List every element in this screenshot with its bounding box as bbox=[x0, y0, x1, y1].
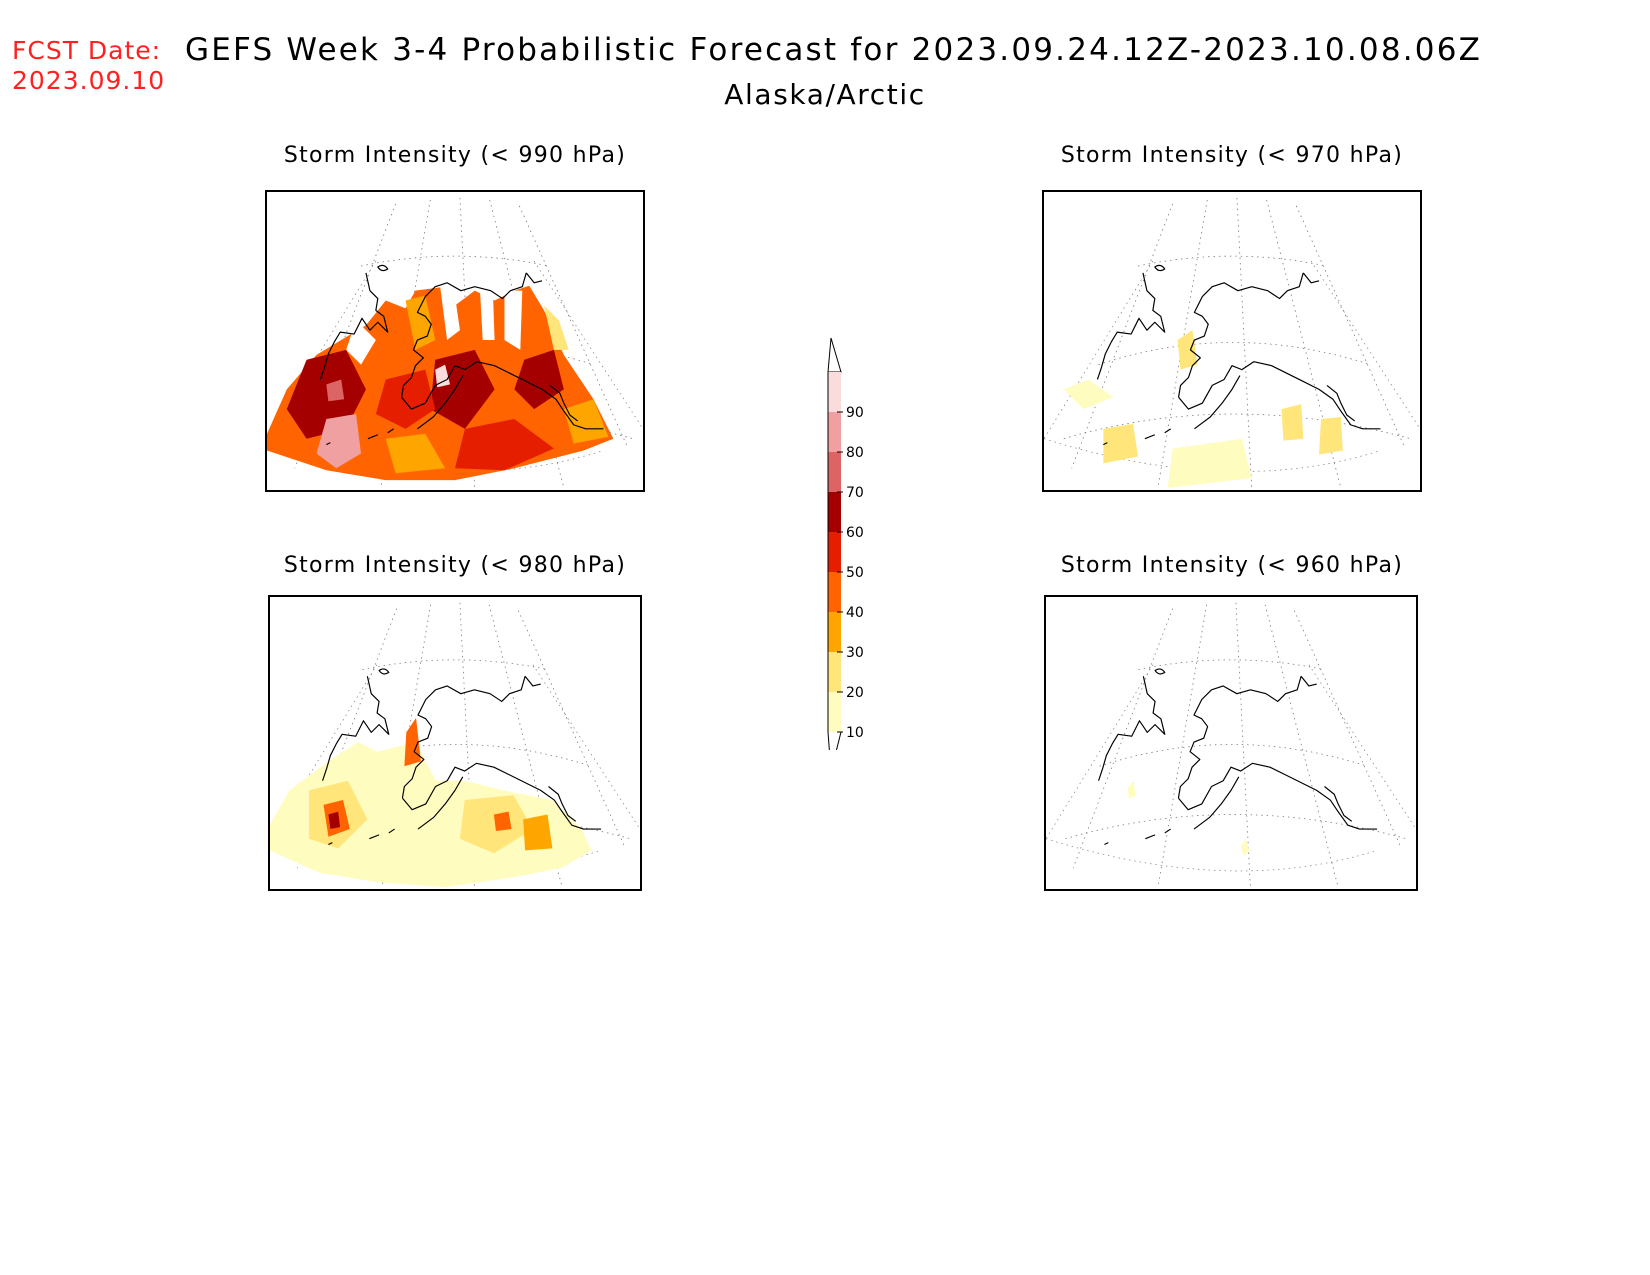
colorbar-tick-label: 40 bbox=[846, 605, 864, 621]
region-subtitle: Alaska/Arctic bbox=[724, 78, 926, 111]
main-title: GEFS Week 3-4 Probabilistic Forecast for… bbox=[185, 32, 1483, 68]
coastline bbox=[1098, 668, 1378, 846]
colorbar-top-cap bbox=[827, 337, 842, 373]
colorbar-tick-label: 60 bbox=[846, 525, 864, 541]
colorbar-segment-70 bbox=[828, 452, 841, 492]
probability-colorbar: 10 20 30 40 50 60 70 80 90 bbox=[820, 330, 900, 773]
panel-title-990: Storm Intensity (< 990 hPa) bbox=[283, 143, 627, 168]
map-panel-980 bbox=[268, 595, 642, 891]
colorbar-segment-50 bbox=[828, 532, 841, 572]
graticule bbox=[289, 602, 631, 889]
coastline bbox=[319, 264, 604, 446]
colorbar-tick-label: 70 bbox=[846, 485, 864, 501]
fcst-date-value: 2023.09.10 bbox=[12, 66, 166, 95]
probability-map-990 bbox=[267, 197, 643, 490]
colorbar-tick-label: 20 bbox=[846, 685, 864, 701]
graticule bbox=[1063, 197, 1411, 490]
probability-map-970 bbox=[1044, 197, 1420, 490]
map-panel-960 bbox=[1044, 595, 1418, 891]
coastline bbox=[322, 668, 602, 846]
colorbar-segment-40 bbox=[828, 572, 841, 612]
colorbar-tick-label: 10 bbox=[846, 725, 864, 741]
colorbar-tick-label: 30 bbox=[846, 645, 864, 661]
probability-map-960 bbox=[1046, 602, 1416, 889]
graticule bbox=[1065, 602, 1407, 889]
panel-title-960: Storm Intensity (< 960 hPa) bbox=[1060, 553, 1404, 578]
colorbar-tick-label: 90 bbox=[846, 405, 864, 421]
colorbar-bottom-cap bbox=[827, 731, 842, 773]
colorbar-segment-80 bbox=[828, 412, 841, 452]
map-panel-990 bbox=[265, 190, 645, 492]
map-panel-970 bbox=[1042, 190, 1422, 492]
colorbar-tick-label: 80 bbox=[846, 445, 864, 461]
coastline bbox=[1096, 264, 1381, 446]
colorbar-segment-20 bbox=[828, 652, 841, 692]
colorbar-segment-10 bbox=[828, 692, 841, 732]
colorbar-tick-label: 50 bbox=[846, 565, 864, 581]
colorbar-segment-60 bbox=[828, 492, 841, 532]
colorbar-graphic: 10 20 30 40 50 60 70 80 90 bbox=[827, 337, 864, 773]
panel-title-970: Storm Intensity (< 970 hPa) bbox=[1060, 143, 1404, 168]
panel-title-980: Storm Intensity (< 980 hPa) bbox=[283, 553, 627, 578]
probability-map-980 bbox=[270, 602, 640, 889]
fcst-date-label: FCST Date: bbox=[12, 36, 162, 65]
colorbar-segment-90 bbox=[828, 372, 841, 412]
colorbar-segment-30 bbox=[828, 612, 841, 652]
